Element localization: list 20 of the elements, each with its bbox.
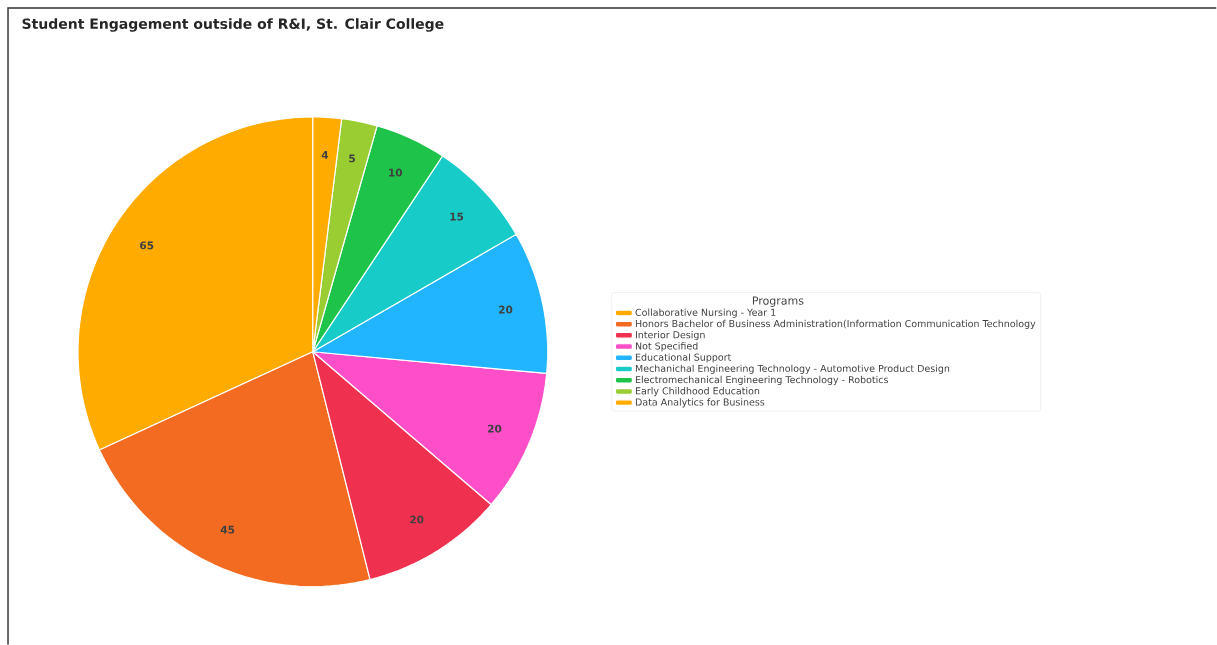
legend-title: Programs (752, 296, 804, 307)
legend-label: Honors Bachelor of Business Administration(Information Communication Technology (635, 319, 1036, 329)
chart-title: Student Engagement outside of R&I, St. Clair College (22, 17, 444, 32)
legend-label: Interior Design (635, 330, 705, 341)
legend-label: Electromechanical Engineering Technology - Robotics (635, 375, 888, 385)
data-label: 10 (389, 168, 403, 177)
legend-label: Not Specified (635, 342, 698, 352)
data-label: 20 (499, 305, 513, 314)
data-label: 15 (450, 212, 464, 221)
legend-label: Mechanichal Engineering Technology - Automotive Product Design (635, 364, 950, 374)
data-label: 65 (140, 241, 154, 250)
data-label: 5 (349, 154, 355, 163)
legend-label: Data Analytics for Business (635, 398, 765, 408)
data-label: 20 (410, 515, 424, 524)
data-label: 4 (321, 150, 329, 159)
legend-label: Educational Support (635, 353, 732, 363)
legend-label: Collaborative Nursing - Year 1 (635, 308, 776, 318)
legend-label: Early Childhood Education (635, 386, 760, 397)
data-label: 20 (488, 424, 502, 433)
data-label: 45 (220, 525, 235, 534)
